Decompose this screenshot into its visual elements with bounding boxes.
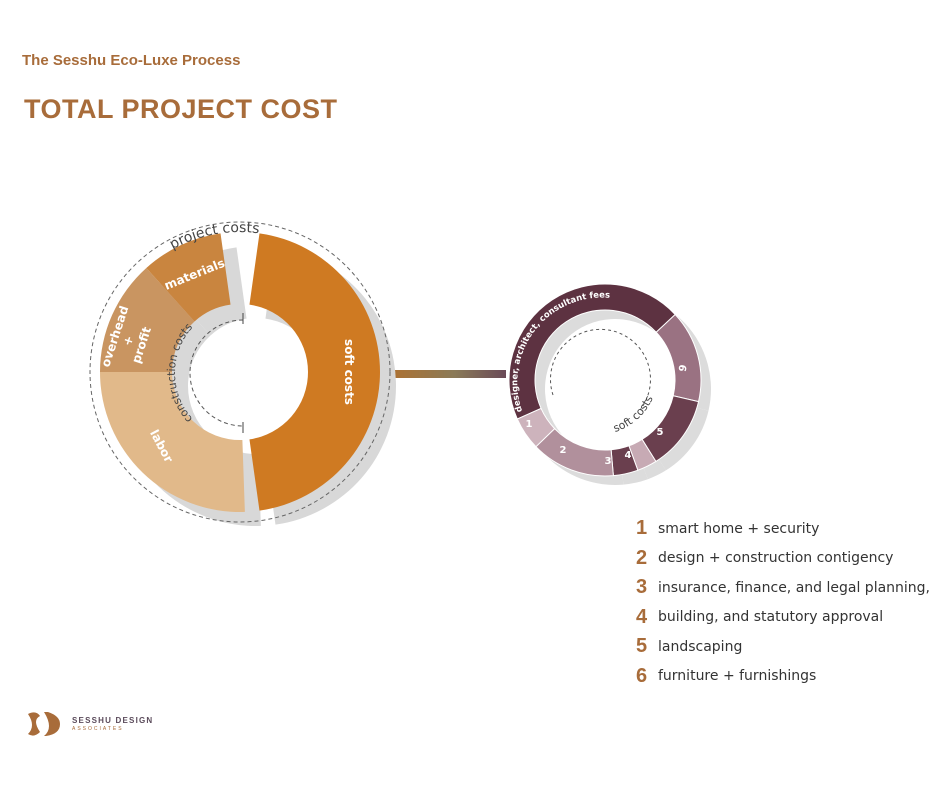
logo-name: SESSHU DESIGN bbox=[72, 715, 154, 725]
legend-label: insurance, finance, and legal planning, bbox=[658, 579, 931, 596]
segment-4-label: 4 bbox=[625, 450, 632, 461]
fees-segment bbox=[508, 283, 676, 420]
segment-2-label: 2 bbox=[560, 445, 567, 456]
legend-item: 6 furniture + furnishings bbox=[636, 662, 930, 692]
logo-subtitle: ASSOCIATES bbox=[72, 725, 124, 732]
soft-costs-inner-label: soft costs bbox=[612, 393, 656, 435]
materials-segment bbox=[146, 233, 231, 322]
soft-costs-segment bbox=[249, 233, 381, 511]
legend-number: 3 bbox=[636, 576, 648, 599]
page-subtitle: The Sesshu Eco-Luxe Process bbox=[22, 52, 241, 69]
soft-costs-segment-label: soft costs bbox=[342, 339, 356, 405]
legend-label: building, and statutory approval bbox=[658, 609, 884, 626]
segment-5-label: 5 bbox=[657, 427, 664, 438]
page-title: TOTAL PROJECT COST bbox=[24, 94, 338, 124]
logo-mark-icon bbox=[28, 712, 60, 736]
segment-1-label: 1 bbox=[526, 419, 533, 430]
connector-bar bbox=[378, 370, 506, 378]
segment-1 bbox=[516, 407, 556, 448]
legend-item: 1 smart home + security bbox=[636, 514, 930, 544]
legend-label: smart home + security bbox=[658, 520, 820, 537]
legend-number: 6 bbox=[636, 664, 648, 687]
legend-item: 5 landscaping bbox=[636, 632, 930, 662]
legend: 1 smart home + security 2 design + constru… bbox=[636, 514, 930, 691]
legend-number: 5 bbox=[636, 635, 648, 658]
legend-item: 3 insurance, finance, and legal planning, bbox=[636, 573, 930, 603]
construction-costs-outline bbox=[189, 319, 244, 427]
fees-segment-shadow bbox=[518, 292, 686, 429]
overhead-profit-segment bbox=[100, 267, 195, 372]
project-costs-outline bbox=[89, 221, 391, 523]
labor-segment bbox=[100, 372, 245, 512]
legend-label: furniture + furnishings bbox=[658, 668, 817, 685]
legend-item: 4 building, and statutory approval bbox=[636, 603, 930, 633]
soft-costs-outline bbox=[550, 328, 651, 411]
legend-number: 4 bbox=[636, 605, 648, 628]
soft-cost-ring bbox=[508, 283, 702, 477]
company-logo: SESSHU DESIGN ASSOCIATES bbox=[26, 710, 153, 738]
segment-6 bbox=[655, 313, 702, 403]
segment-3-label: 3 bbox=[605, 456, 612, 467]
legend-label: design + construction contigency bbox=[658, 550, 894, 567]
project-cost-ring bbox=[100, 233, 381, 512]
segment-6-label: 6 bbox=[675, 364, 687, 373]
legend-number: 2 bbox=[636, 546, 648, 569]
legend-number: 1 bbox=[636, 517, 648, 540]
legend-label: landscaping bbox=[658, 638, 743, 655]
legend-item: 2 design + construction contigency bbox=[636, 544, 930, 574]
